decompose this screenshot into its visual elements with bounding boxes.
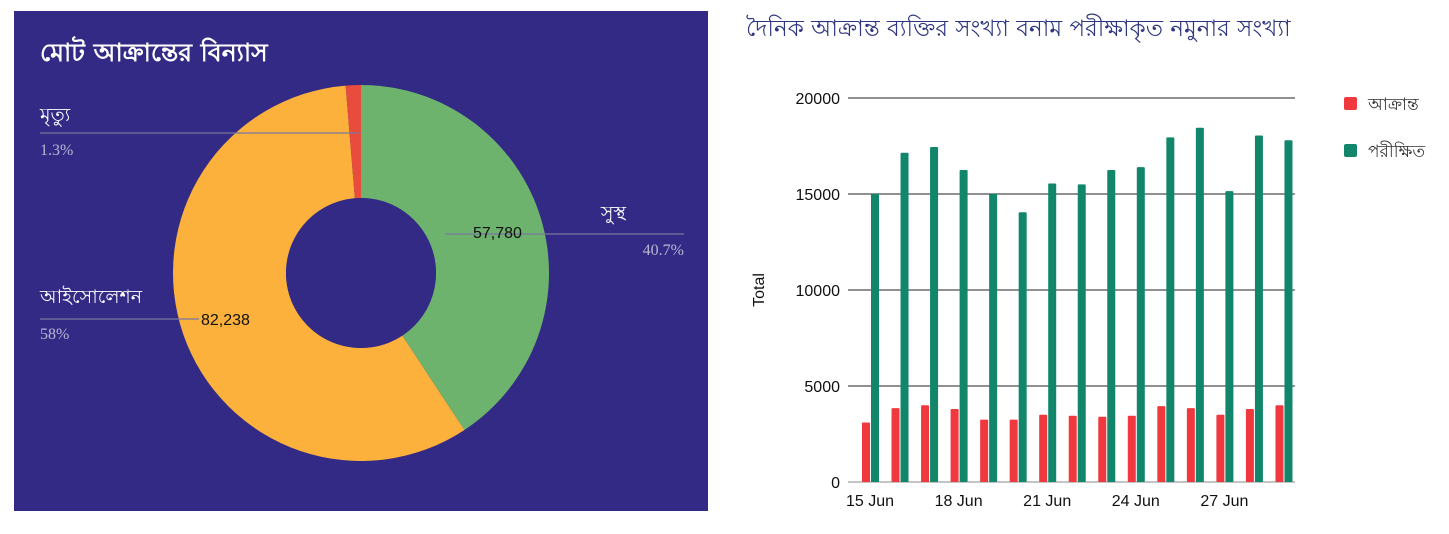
x-tick-label: 24 Jun — [1112, 493, 1160, 510]
bar-1-14 — [1284, 140, 1293, 482]
bar-1-1 — [900, 152, 909, 482]
donut-slice-percent-2: 1.3% — [40, 142, 73, 159]
donut-slice-2 — [345, 85, 361, 199]
bar-1-7 — [1077, 184, 1086, 482]
x-tick-label: 21 Jun — [1023, 493, 1071, 510]
y-axis-label: Total — [751, 273, 768, 307]
bar-1-6 — [1048, 183, 1057, 482]
bar-1-9 — [1136, 167, 1145, 482]
donut-slice-value-1: 82,238 — [201, 312, 250, 329]
donut-chart-panel: মোট আক্রান্তের বিন্যাস সুস্থ 40.7% 57,780 আ… — [14, 11, 708, 511]
bar-1-3 — [959, 170, 968, 482]
bar-0-0 — [862, 422, 870, 482]
bar-0-14 — [1275, 405, 1284, 482]
bar-1-2 — [930, 146, 939, 482]
donut-slice-label-0: সুস্থ — [600, 202, 627, 224]
x-tick-label: 15 Jun — [846, 493, 894, 510]
bar-0-8 — [1098, 416, 1107, 482]
bar-1-4 — [989, 194, 998, 482]
bar-0-13 — [1245, 409, 1254, 482]
donut-slice-0 — [361, 85, 549, 430]
donut-slice-label-1: আইসোলেশন — [39, 286, 143, 308]
bar-0-12 — [1216, 414, 1225, 482]
bar-0-2 — [921, 405, 930, 482]
legend-label-1: পরীক্ষিত — [1368, 141, 1425, 162]
y-tick-label: 20000 — [796, 91, 841, 108]
x-tick-label: 27 Jun — [1200, 493, 1248, 510]
legend-label-0: আক্রান্ত — [1367, 95, 1419, 115]
bar-0-4 — [980, 419, 989, 482]
y-tick-label: 10000 — [796, 283, 841, 300]
bar-1-11 — [1195, 127, 1204, 482]
bar-0-10 — [1157, 406, 1166, 482]
donut-chart-title: মোট আক্রান্তের বিন্যাস — [40, 38, 268, 67]
donut-slice-value-0: 57,780 — [473, 225, 522, 242]
bar-0-6 — [1039, 414, 1048, 482]
bar-0-3 — [950, 409, 959, 482]
donut-hole — [286, 198, 436, 348]
bar-0-11 — [1186, 408, 1195, 482]
donut-slice-percent-1: 58% — [40, 326, 69, 343]
bar-1-0 — [871, 194, 879, 482]
y-tick-label: 0 — [831, 475, 840, 492]
x-tick-label: 18 Jun — [935, 493, 983, 510]
bar-chart-title: দৈনিক আক্রান্ত ব্যক্তির সংখ্যা বনাম পরীক… — [746, 16, 1291, 42]
bar-0-5 — [1009, 419, 1018, 482]
bar-1-8 — [1107, 170, 1116, 482]
bar-1-12 — [1225, 191, 1234, 482]
donut-slice-percent-0: 40.7% — [643, 242, 684, 259]
bar-1-5 — [1018, 212, 1027, 483]
legend-swatch-1 — [1344, 144, 1357, 157]
y-tick-label: 15000 — [796, 187, 841, 204]
bar-1-10 — [1166, 137, 1175, 483]
y-tick-label: 5000 — [804, 379, 840, 396]
legend-swatch-0 — [1344, 97, 1357, 110]
bar-chart: 0 5000 10000 15000 20000 Total 15 Jun 18 Jun 21 … — [751, 91, 1425, 510]
donut-slice-1 — [172, 85, 465, 462]
bar-0-9 — [1127, 415, 1136, 482]
bar-1-13 — [1254, 135, 1263, 482]
donut-chart: সুস্থ 40.7% 57,780 আইসোলেশন 58% 82,238 মৃত্যু 1… — [39, 85, 684, 462]
bar-0-1 — [891, 408, 900, 482]
donut-slice-label-2: মৃত্যু — [39, 104, 71, 127]
bar-0-7 — [1068, 415, 1077, 482]
